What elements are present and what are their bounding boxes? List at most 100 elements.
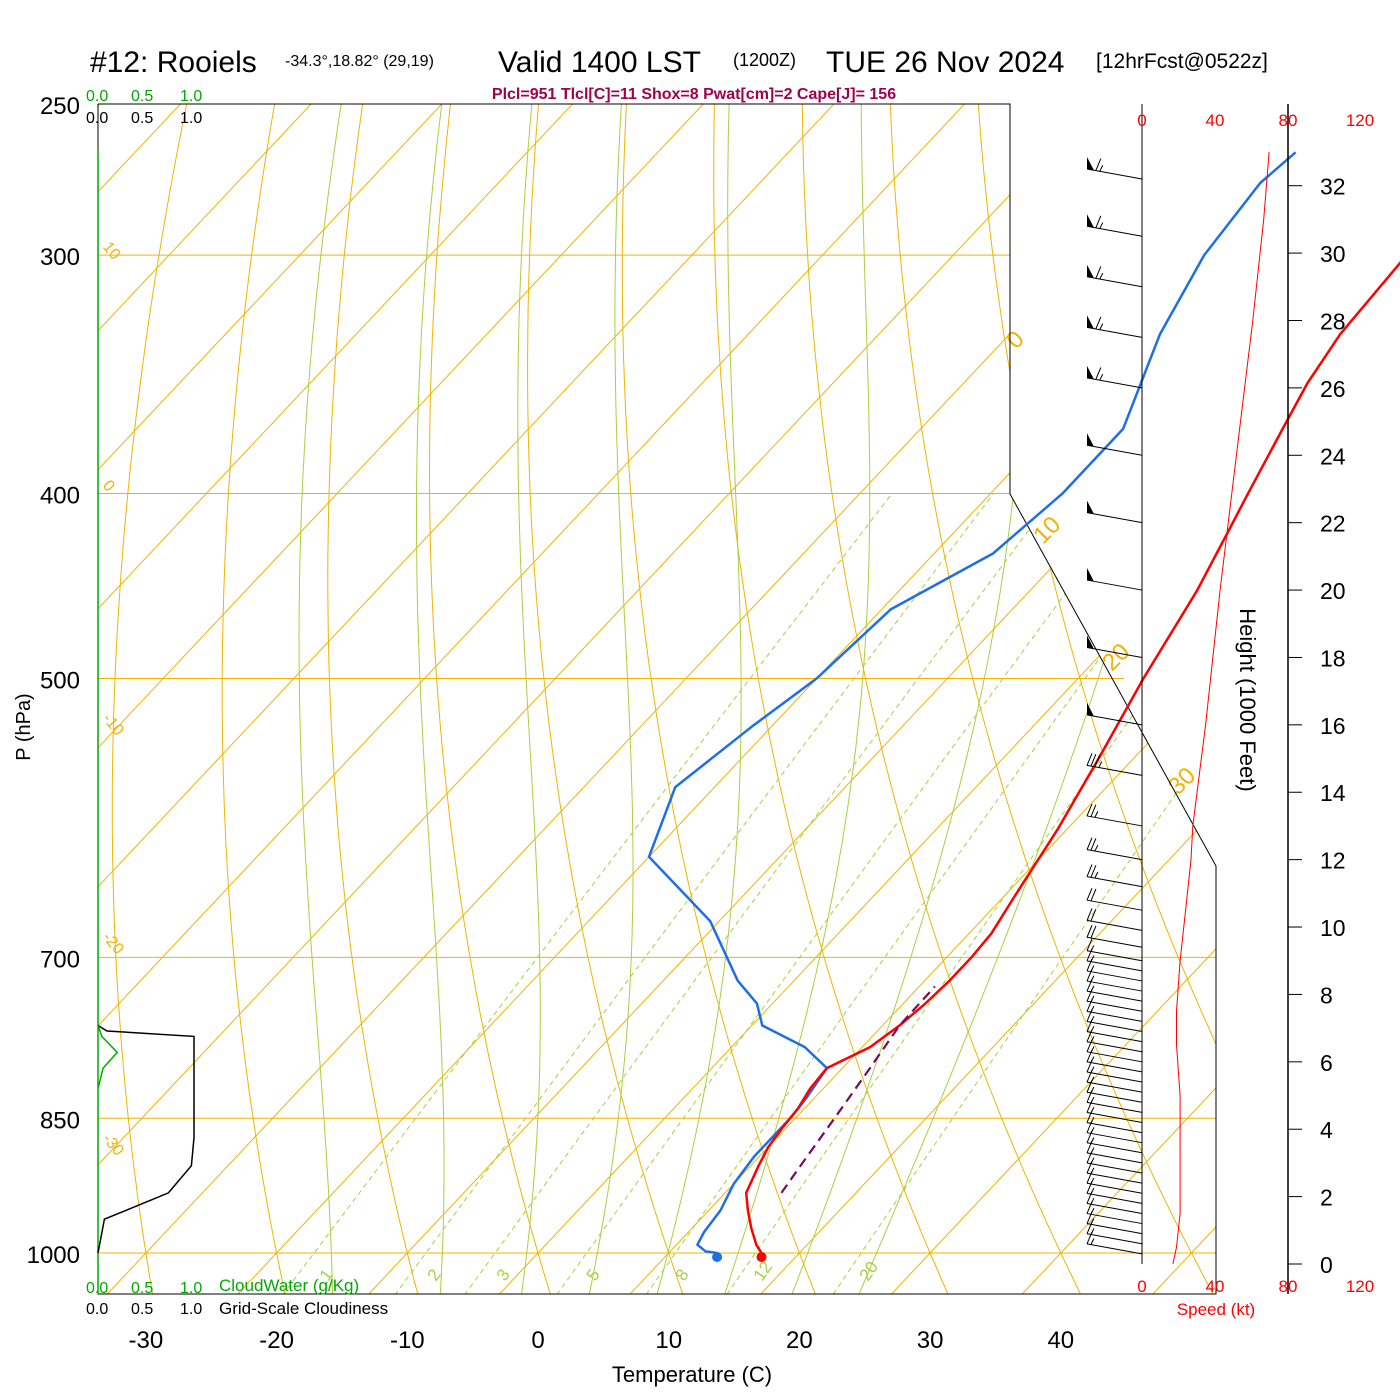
dry-adiabat-label: -20 <box>99 929 127 958</box>
height-tick-label: 30 <box>1320 241 1346 267</box>
mixing-ratio-line <box>378 493 994 1294</box>
moist-adiabat-line <box>842 104 1215 1294</box>
dry-adiabat-line <box>888 104 1216 1294</box>
dry-adiabat-line <box>527 104 698 1294</box>
wind-barb <box>1086 908 1143 931</box>
mixing-ratio-label: 12 <box>750 1258 776 1284</box>
forecast-date: TUE 26 Nov 2024 <box>826 46 1064 79</box>
pressure-tick-label: 700 <box>40 946 80 973</box>
dry-adiabat-line <box>1149 104 1216 1294</box>
wind-barb <box>1086 864 1143 888</box>
wind-barb <box>1086 500 1143 524</box>
speed-tick-top: 40 <box>1206 111 1225 130</box>
utc-time: (1200Z) <box>733 50 796 70</box>
cloudiness-scale-tick-bottom: 0.5 <box>131 1301 153 1318</box>
cloudwater-line <box>97 1025 119 1089</box>
forecast-info: [12hrFcst@0522z] <box>1096 50 1268 73</box>
cloudwater-scale-tick-top: 0.0 <box>86 88 108 105</box>
wind-speed-line <box>1172 151 1270 1265</box>
wind-barb <box>1086 214 1143 237</box>
isotherm-line <box>855 104 1216 1294</box>
height-tick-label: 10 <box>1320 915 1346 941</box>
cloudiness-scale-tick-top: 1.0 <box>180 110 202 127</box>
height-tick-label: 26 <box>1320 376 1346 402</box>
temperature-tick-label: 20 <box>786 1327 813 1354</box>
valid-time: Valid 1400 LST <box>498 46 701 79</box>
temperature-tick-label: -30 <box>129 1327 164 1354</box>
thermodynamic-background <box>98 70 1400 1332</box>
isotherm-line <box>98 104 605 1294</box>
isotherm-line <box>98 104 997 1294</box>
wind-barb <box>1086 925 1143 948</box>
moist-adiabat-line <box>776 104 1027 1294</box>
speed-tick-top: 80 <box>1279 111 1298 130</box>
station-coords: -34.3°,18.82° (29,19) <box>285 53 434 70</box>
wind-barb <box>1086 264 1143 288</box>
mixing-ratio-line <box>817 493 1216 1294</box>
dry-adiabat-line <box>428 104 563 1294</box>
isotherm-line <box>98 104 1216 1294</box>
pressure-tick-label: 1000 <box>27 1242 80 1269</box>
dry-adiabat-line <box>1237 70 1400 1332</box>
isotherm-line <box>98 104 474 1294</box>
mixing-ratio-line <box>630 493 1216 1294</box>
cloudwater-scale-tick-bottom: 1.0 <box>180 1280 202 1297</box>
mixing-ratio-label: 20 <box>856 1258 882 1284</box>
speed-axis-label: Speed (kt) <box>1177 1300 1255 1319</box>
dry-adiabat-label: 0 <box>99 477 118 495</box>
isotherm-line <box>986 104 1216 1294</box>
dry-adiabat-line <box>975 104 1216 1294</box>
pressure-tick-label: 250 <box>40 93 80 120</box>
speed-tick-bottom: 80 <box>1279 1277 1298 1296</box>
dry-adiabat-label: 10 <box>99 239 124 264</box>
dewpoint-line <box>647 151 1297 1255</box>
wind-barb <box>1086 837 1143 861</box>
cloudiness-scale-tick-bottom: 1.0 <box>180 1301 202 1318</box>
adiabat-edge-label: 20 <box>1097 638 1135 676</box>
pressure-tick-label: 400 <box>40 483 80 510</box>
mixing-ratio-line <box>710 493 1216 1294</box>
station-title: #12: Rooiels <box>90 46 257 79</box>
isotherm-line <box>98 104 736 1294</box>
temperature-tick-label: 10 <box>655 1327 682 1354</box>
wind-barb <box>1086 635 1143 658</box>
y-axis-label: P (hPa) <box>13 693 35 760</box>
dry-adiabat-line <box>111 104 195 1294</box>
cloudwater-scale-tick-bottom: 0.5 <box>131 1280 153 1297</box>
dry-adiabat-line <box>713 104 966 1294</box>
mixing-ratio-line <box>448 493 1057 1294</box>
height-tick-label: 14 <box>1320 780 1346 806</box>
speed-tick-bottom: 0 <box>1137 1277 1146 1296</box>
dry-adiabat-label: -10 <box>99 710 127 739</box>
cloudiness-scale-tick-top: 0.5 <box>131 110 153 127</box>
dry-adiabat-line <box>801 104 1100 1294</box>
dry-adiabat-line <box>621 104 832 1294</box>
pressure-tick-label: 850 <box>40 1107 80 1134</box>
height-tick-label: 8 <box>1320 982 1333 1008</box>
moist-adiabat-line <box>416 104 445 1294</box>
wind-barb <box>1086 753 1143 776</box>
temperature-tick-label: 40 <box>1047 1327 1074 1354</box>
parcel-path-line <box>780 985 936 1194</box>
height-tick-label: 16 <box>1320 713 1346 739</box>
dry-adiabat-label: -30 <box>99 1131 127 1160</box>
isotherm-line <box>98 104 1128 1294</box>
mixing-ratio-line <box>540 493 1140 1294</box>
mixing-ratio-label: 8 <box>672 1266 693 1285</box>
moist-adiabat-line <box>646 104 742 1294</box>
cloudwater-scale-tick-bottom: 0.0 <box>86 1280 108 1297</box>
wind-barb <box>1086 365 1143 389</box>
isobar-lines <box>98 103 1216 1254</box>
cloudiness-label: Grid-Scale Cloudiness <box>219 1299 388 1318</box>
height-tick-label: 18 <box>1320 645 1346 671</box>
moist-adiabat-line <box>711 104 871 1294</box>
cloudiness-line <box>97 1024 195 1254</box>
adiabat-edge-label: 0 <box>1001 326 1030 355</box>
cloudiness-scale-tick-bottom: 0.0 <box>86 1301 108 1318</box>
speed-tick-top: 0 <box>1137 111 1146 130</box>
wind-barb <box>1086 887 1143 911</box>
speed-tick-top: 120 <box>1346 111 1374 130</box>
wind-barb <box>1086 938 1143 962</box>
